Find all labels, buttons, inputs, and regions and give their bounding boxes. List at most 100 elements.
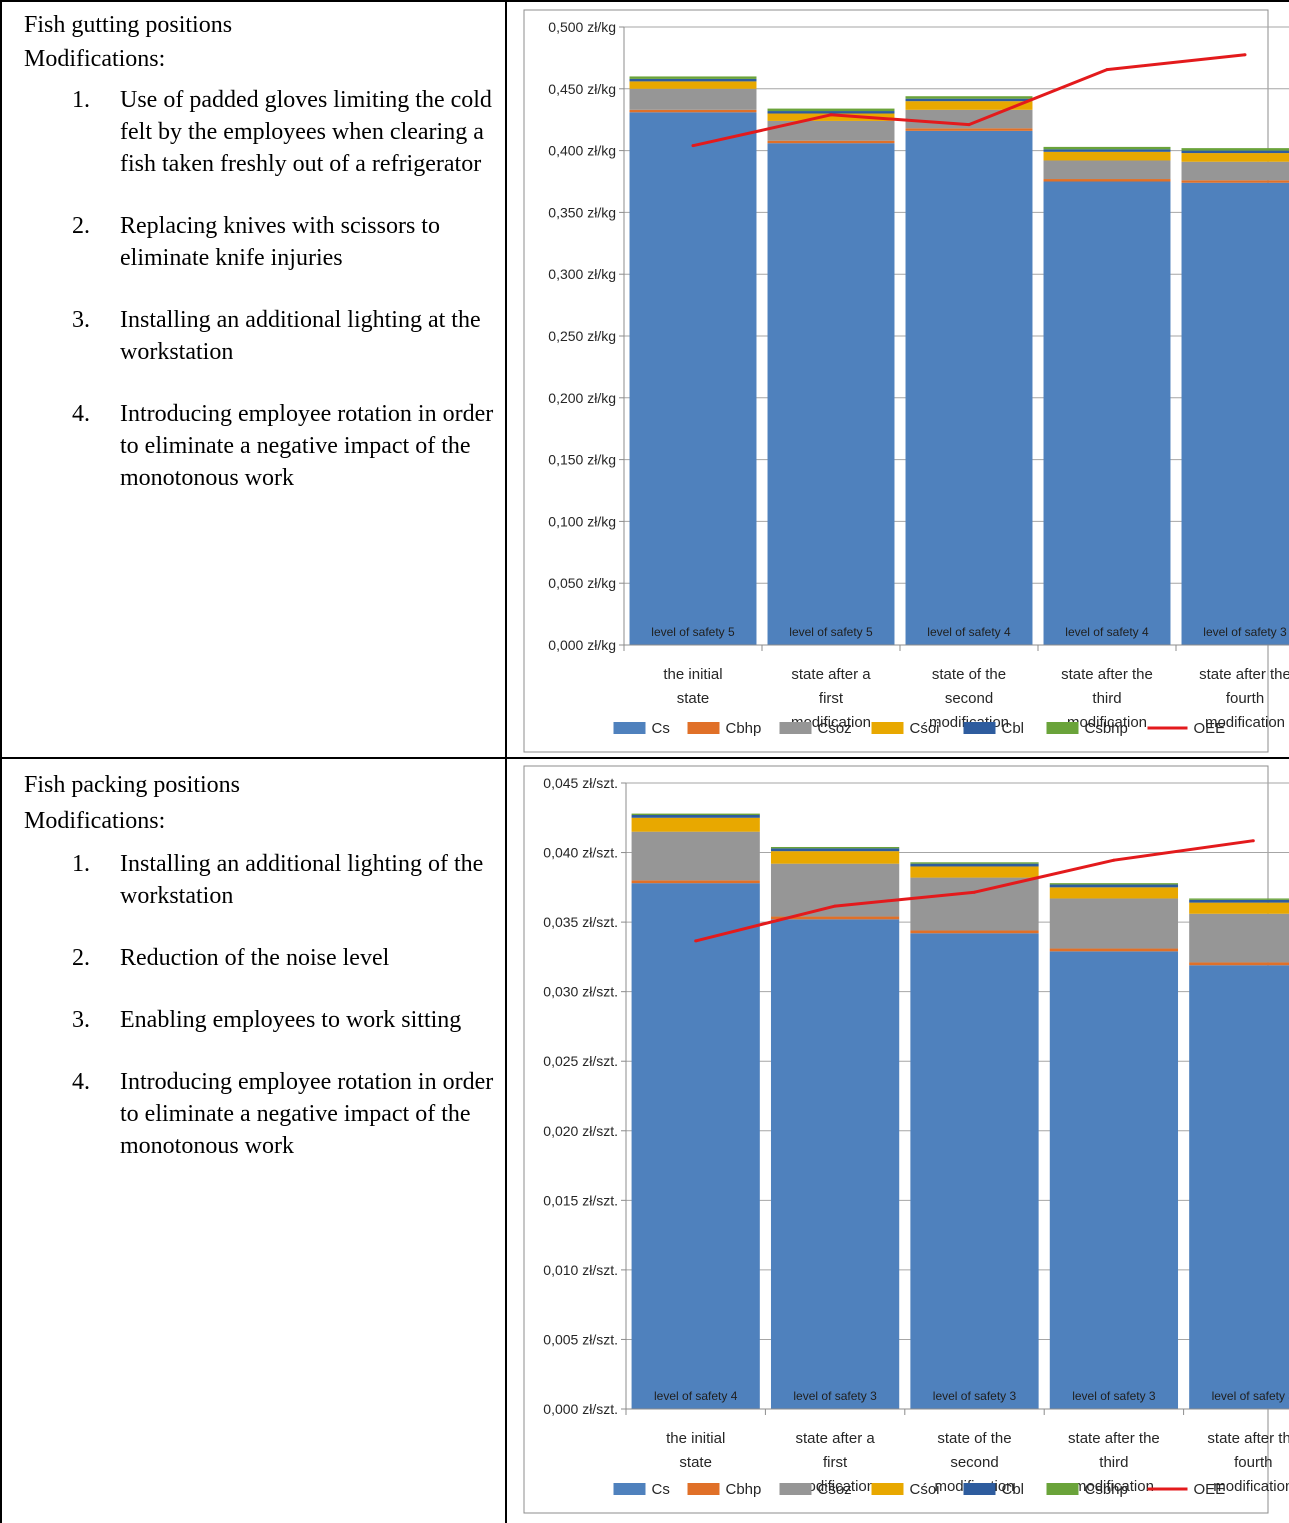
oee-point <box>973 890 976 894</box>
bar-safety-label: level of safety 4 <box>1065 625 1149 639</box>
bar-segment-cbhp <box>631 880 760 884</box>
y-tick-label: 0,150 zł/kg <box>548 452 616 468</box>
bar-safety-label: level of safety 4 <box>654 1389 738 1403</box>
y-tick-label: 0,010 zł/szt. <box>543 1262 618 1278</box>
legend-swatch <box>613 722 646 734</box>
legend-swatch <box>1046 722 1079 734</box>
category-label: first <box>823 1454 848 1471</box>
legend-swatch <box>687 1483 720 1495</box>
legend-label: Cśoz <box>818 1481 852 1498</box>
legend-swatch <box>779 722 812 734</box>
y-tick-label: 0,015 zł/szt. <box>543 1192 618 1208</box>
bar-segment-csbhp <box>631 813 760 815</box>
bar-segment-csoz <box>1189 913 1289 963</box>
oee-point <box>1112 858 1116 862</box>
oee-point <box>691 144 695 148</box>
legend-item-cbl: Cbl <box>963 720 1024 737</box>
bar-segment-cbl <box>770 848 900 852</box>
category-label: the initial <box>666 1430 725 1447</box>
bar-safety-label: level of safety 3 <box>793 1389 877 1403</box>
category-label: state after a <box>791 666 871 683</box>
bar-segment-csoi <box>1181 153 1289 162</box>
bar-segment-cs <box>1181 182 1289 645</box>
y-tick-label: 0,050 zł/kg <box>548 575 616 591</box>
legend-swatch <box>963 722 996 734</box>
category-label: fourth <box>1226 690 1264 707</box>
legend-item-csoi: Cśoi <box>871 720 940 737</box>
bar-segment-csoz <box>631 831 760 881</box>
category-label: second <box>945 690 993 707</box>
category-label: state <box>679 1454 712 1471</box>
bar-segment-cbl <box>910 863 1039 867</box>
modification-number: 2. <box>72 213 90 239</box>
category-label: modification <box>1205 714 1285 731</box>
y-tick-label: 0,035 zł/szt. <box>543 914 618 930</box>
bar-segment-csoz <box>770 863 900 917</box>
bar-segment-cbhp <box>910 930 1039 934</box>
y-tick-label: 0,040 zł/szt. <box>543 845 618 861</box>
packing-modification-4: 4. Introducing employee rotation in order… <box>72 1066 502 1162</box>
bar-segment-cbhp <box>1189 962 1289 966</box>
modification-number: 4. <box>72 1069 90 1095</box>
packing-cost-chart: 0,000 zł/szt. 0,005 zł/szt. 0,010 zł/szt. 0… <box>523 765 1289 1514</box>
bar-segment-csoi <box>910 866 1039 878</box>
modification-number: 4. <box>72 401 90 427</box>
y-tick-label: 0,300 zł/kg <box>548 266 616 282</box>
legend-item-cbl: Cbl <box>963 1481 1024 1498</box>
legend-label: Cs <box>652 1481 670 1498</box>
legend-label: OEE <box>1194 1481 1226 1498</box>
modification-text: Enabling employees to work sitting <box>120 1007 462 1033</box>
category-label: the initial <box>663 666 722 683</box>
bar-segment-csbhp <box>770 846 900 849</box>
bar-segment-csoz <box>629 88 757 110</box>
bar-segment-cbl <box>1049 884 1179 888</box>
packing-title: Fish packing positions <box>24 772 241 798</box>
modification-text: Use of padded gloves limiting the cold f… <box>120 87 492 177</box>
bar-segment-cs <box>629 112 757 645</box>
legend-swatch <box>1046 1483 1079 1495</box>
bar-safety-label: level of safety 4 <box>927 625 1011 639</box>
bar-segment-csoi <box>1043 151 1171 161</box>
legend-label: Cśoz <box>818 720 852 737</box>
modification-text: Introducing employee rotation in order t… <box>120 1069 494 1159</box>
modification-text: Reduction of the noise level <box>120 945 390 971</box>
bar-segment-csoi <box>770 851 900 864</box>
bar-segment-csoi <box>1189 902 1289 914</box>
y-tick-label: 0,025 zł/szt. <box>543 1053 618 1069</box>
bar-segment-cbl <box>1189 899 1289 903</box>
bar-segment-csoi <box>629 81 757 89</box>
bar-segment-cbl <box>905 98 1033 102</box>
bar-segment-cs <box>905 130 1033 646</box>
category-label: modification <box>1213 1478 1289 1495</box>
category-label: third <box>1092 690 1121 707</box>
bar-segment-cbhp <box>905 128 1033 131</box>
bar-segment-cbhp <box>770 916 900 920</box>
category-label: modification <box>1067 714 1147 731</box>
gutting-modification-3: 3. Installing an additional lighting at t… <box>72 304 502 368</box>
y-tick-label: 0,045 zł/szt. <box>543 775 618 791</box>
bar-segment-csoz <box>1181 161 1289 181</box>
y-tick-label: 0,450 zł/kg <box>548 81 616 97</box>
modification-text: Installing an additional lighting of the… <box>120 851 484 909</box>
category-label: fourth <box>1234 1454 1272 1471</box>
legend-swatch <box>779 1483 812 1495</box>
packing-modification-1: 1. Installing an additional lighting of t… <box>72 848 502 912</box>
bar-segment-cs <box>910 933 1039 1409</box>
y-tick-label: 0,000 zł/szt. <box>543 1401 618 1417</box>
legend-label: Cśoi <box>910 720 940 737</box>
packing-row: Fish packing positions Modifications: 1.… <box>0 758 1289 1523</box>
bar-segment-csoi <box>767 113 895 121</box>
legend-swatch <box>871 1483 904 1495</box>
bar-segment-csoi <box>905 101 1033 110</box>
modification-number: 3. <box>72 307 90 333</box>
modification-text: Installing an additional lighting at the… <box>120 307 481 365</box>
y-tick-label: 0,020 zł/szt. <box>543 1123 618 1139</box>
legend-label: Cbhp <box>726 1481 762 1498</box>
modification-number: 2. <box>72 945 90 971</box>
legend-swatch <box>963 1483 996 1495</box>
legend-item-csoz: Cśoz <box>779 1481 852 1498</box>
bar-safety-label: level of safety 3 <box>933 1389 1017 1403</box>
legend-item-oee: OEE <box>1147 720 1225 737</box>
legend-item-csoz: Cśoz <box>779 720 852 737</box>
bar-segment-cbhp <box>767 140 895 144</box>
